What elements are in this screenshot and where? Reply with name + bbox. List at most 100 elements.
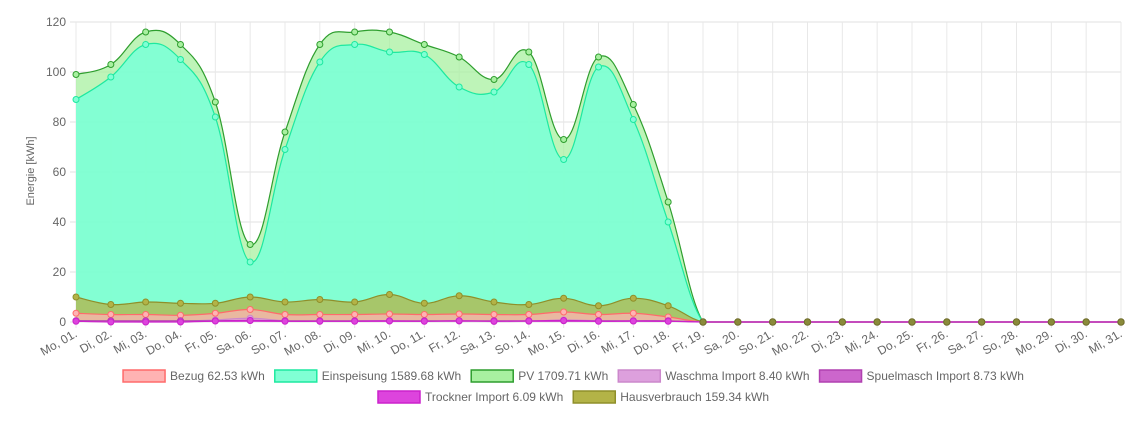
data-point[interactable] [211,309,219,317]
data-point[interactable] [838,318,847,326]
data-point[interactable] [664,302,672,310]
data-point[interactable] [211,317,219,325]
data-point[interactable] [72,293,80,301]
data-point[interactable] [142,298,150,306]
data-point[interactable] [490,88,498,96]
data-point[interactable] [107,61,115,68]
legend-item-3[interactable]: Waschma Import 8.40 kWh [617,369,810,383]
data-point[interactable] [1012,318,1021,326]
data-point[interactable] [107,311,115,318]
legend-item-6[interactable]: Hausverbrauch 159.34 kWh [572,390,769,404]
data-point[interactable] [803,318,812,326]
data-point[interactable] [525,301,533,308]
data-point[interactable] [629,116,637,123]
data-point[interactable] [490,311,498,318]
data-point[interactable] [595,53,602,61]
data-point[interactable] [281,311,289,318]
data-point[interactable] [699,318,707,326]
data-point[interactable] [246,241,254,248]
data-point[interactable] [211,299,219,307]
data-point[interactable] [211,113,219,121]
data-point[interactable] [351,41,359,48]
legend-item-1[interactable]: Einspeisung 1589.68 kWh [274,369,461,383]
data-point[interactable] [1082,318,1090,326]
data-point[interactable] [455,83,463,91]
data-point[interactable] [316,41,324,48]
data-point[interactable] [525,311,533,318]
data-point[interactable] [107,301,115,308]
data-point[interactable] [316,311,324,318]
data-point[interactable] [107,73,115,81]
data-point[interactable] [72,96,80,103]
data-point[interactable] [455,53,463,61]
data-point[interactable] [142,311,150,318]
data-point[interactable] [560,317,568,324]
data-point[interactable] [455,310,463,318]
data-point[interactable] [629,294,637,302]
data-point[interactable] [1117,318,1125,326]
data-point[interactable] [386,310,393,318]
data-point[interactable] [142,41,150,48]
data-point[interactable] [316,58,324,66]
data-point[interactable] [734,318,742,326]
data-point[interactable] [768,318,777,326]
data-point[interactable] [246,293,254,301]
data-point[interactable] [977,318,986,326]
legend-item-5[interactable]: Trockner Import 6.09 kWh [377,390,563,404]
data-point[interactable] [664,317,672,325]
data-point[interactable] [525,48,533,56]
data-point[interactable] [525,61,533,68]
data-point[interactable] [490,76,498,83]
data-point[interactable] [908,318,916,326]
data-point[interactable] [629,101,637,108]
legend-item-4[interactable]: Spuelmasch Import 8.73 kWh [818,369,1024,383]
data-point[interactable] [107,318,115,326]
data-point[interactable] [351,311,359,318]
data-point[interactable] [211,98,219,106]
data-point[interactable] [351,28,359,36]
data-point[interactable] [316,296,324,303]
data-point[interactable] [142,28,150,36]
data-point[interactable] [420,317,428,325]
data-point[interactable] [560,136,568,143]
data-point[interactable] [386,28,393,36]
data-point[interactable] [629,317,637,325]
data-point[interactable] [490,298,498,306]
data-point[interactable] [629,309,637,317]
data-point[interactable] [420,41,428,48]
data-point[interactable] [72,317,80,325]
data-point[interactable] [386,291,393,298]
data-point[interactable] [873,318,881,326]
data-point[interactable] [177,41,184,48]
data-point[interactable] [595,311,602,318]
data-point[interactable] [351,317,359,325]
data-point[interactable] [595,302,602,310]
data-point[interactable] [664,198,672,206]
data-point[interactable] [386,317,393,325]
data-point[interactable] [664,218,672,226]
data-point[interactable] [595,317,602,325]
data-point[interactable] [281,146,289,153]
data-point[interactable] [72,71,80,78]
data-point[interactable] [560,156,568,163]
data-point[interactable] [595,63,602,71]
data-point[interactable] [246,306,254,313]
data-point[interactable] [351,298,359,306]
data-point[interactable] [490,317,498,325]
data-point[interactable] [281,298,289,306]
data-point[interactable] [281,128,289,136]
data-point[interactable] [1047,318,1056,326]
data-point[interactable] [177,56,184,63]
legend-item-0[interactable]: Bezug 62.53 kWh [122,369,265,383]
data-point[interactable] [316,317,324,325]
data-point[interactable] [420,299,428,307]
data-point[interactable] [386,48,393,56]
data-point[interactable] [560,294,568,302]
data-point[interactable] [420,311,428,318]
data-point[interactable] [455,292,463,300]
data-point[interactable] [560,308,568,316]
data-point[interactable] [177,299,184,307]
data-point[interactable] [177,318,184,326]
data-point[interactable] [142,318,150,326]
data-point[interactable] [420,51,428,58]
